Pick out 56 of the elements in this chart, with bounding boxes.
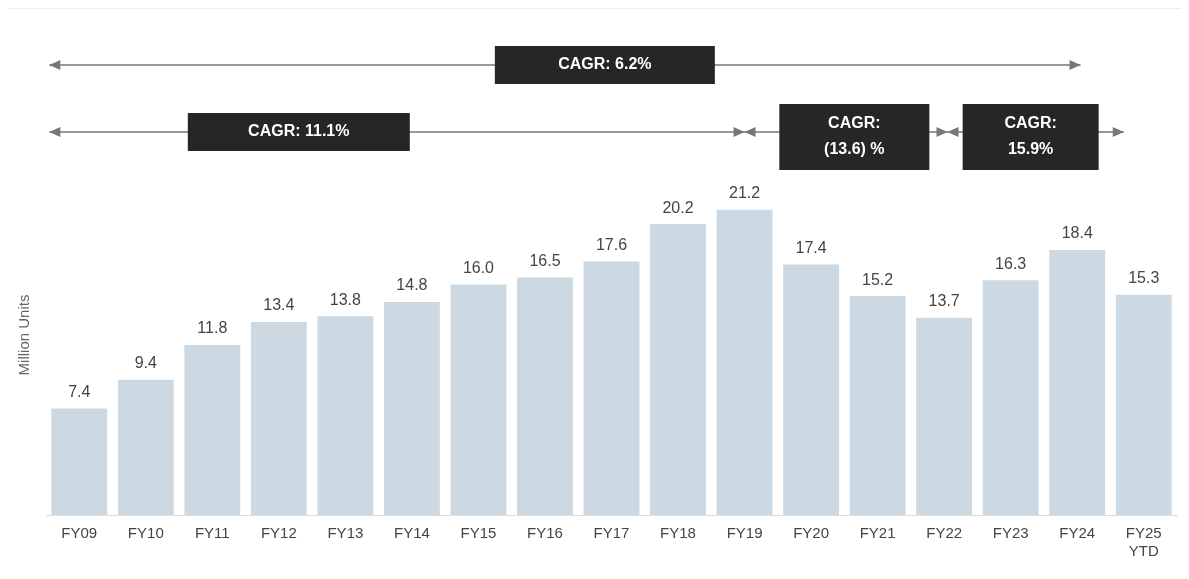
data-label: 20.2 — [662, 198, 694, 216]
bar — [383, 301, 440, 515]
text: CAGR: 15.9% — [1004, 114, 1057, 158]
data-label: 17.6 — [595, 235, 628, 253]
data-label: 9.4 — [134, 354, 158, 372]
x-tick-label: FY25 YTD — [1125, 524, 1162, 560]
bar — [982, 280, 1039, 515]
text: CAGR: (13.6) % — [824, 114, 885, 158]
bar — [716, 209, 773, 515]
bar — [650, 224, 706, 515]
data-label: 14.8 — [396, 276, 428, 294]
data-label: 7.4 — [68, 382, 91, 400]
x-tick-label: FY24 — [1059, 524, 1096, 542]
data-label: 16.0 — [462, 259, 495, 277]
bar — [317, 316, 374, 515]
x-tick-label: FY12 — [260, 524, 297, 542]
bar — [783, 264, 840, 515]
data-label: 18.4 — [1061, 224, 1093, 242]
data-label: 13.7 — [928, 292, 960, 310]
data-label: 13.8 — [329, 290, 362, 308]
bar — [583, 261, 640, 515]
x-tick-label: FY20 — [793, 524, 830, 542]
x-tick-label: FY17 — [593, 524, 630, 542]
bar — [916, 317, 973, 515]
x-tick-label: FY22 — [926, 524, 963, 542]
bar — [117, 379, 174, 515]
bar — [450, 284, 507, 515]
bar — [517, 277, 573, 515]
bar — [849, 296, 906, 515]
x-tick-label: FY13 — [327, 524, 364, 542]
x-tick-label: FY14 — [393, 524, 430, 542]
text: CAGR: 6.2% — [558, 55, 652, 73]
x-tick-label: FY18 — [660, 524, 696, 542]
x-tick-label: FY11 — [194, 524, 230, 542]
data-label: 17.4 — [795, 238, 827, 256]
text: CAGR: 11.1% — [248, 122, 350, 140]
x-tick-label: FY19 — [726, 524, 763, 542]
data-label: 21.2 — [728, 184, 761, 202]
x-tick-label: FY21 — [859, 524, 896, 542]
data-label: 13.4 — [263, 296, 295, 314]
data-label: 11.8 — [197, 319, 228, 337]
x-tick-label: FY09 — [61, 524, 98, 542]
bar — [250, 322, 307, 515]
x-tick-label: FY23 — [992, 524, 1029, 542]
bar — [1115, 294, 1172, 515]
x-tick-label: FY16 — [527, 524, 563, 542]
bar — [51, 408, 108, 515]
x-tick-label: FY10 — [127, 524, 164, 542]
data-label: 15.3 — [1128, 269, 1160, 287]
x-tick-label: FY15 — [460, 524, 497, 542]
data-label: 16.5 — [529, 251, 561, 269]
data-label: 15.2 — [862, 270, 894, 288]
bar — [184, 345, 241, 515]
y-axis-title: Million Units — [15, 294, 33, 376]
data-label: 16.3 — [995, 254, 1027, 272]
bar — [1049, 250, 1106, 515]
